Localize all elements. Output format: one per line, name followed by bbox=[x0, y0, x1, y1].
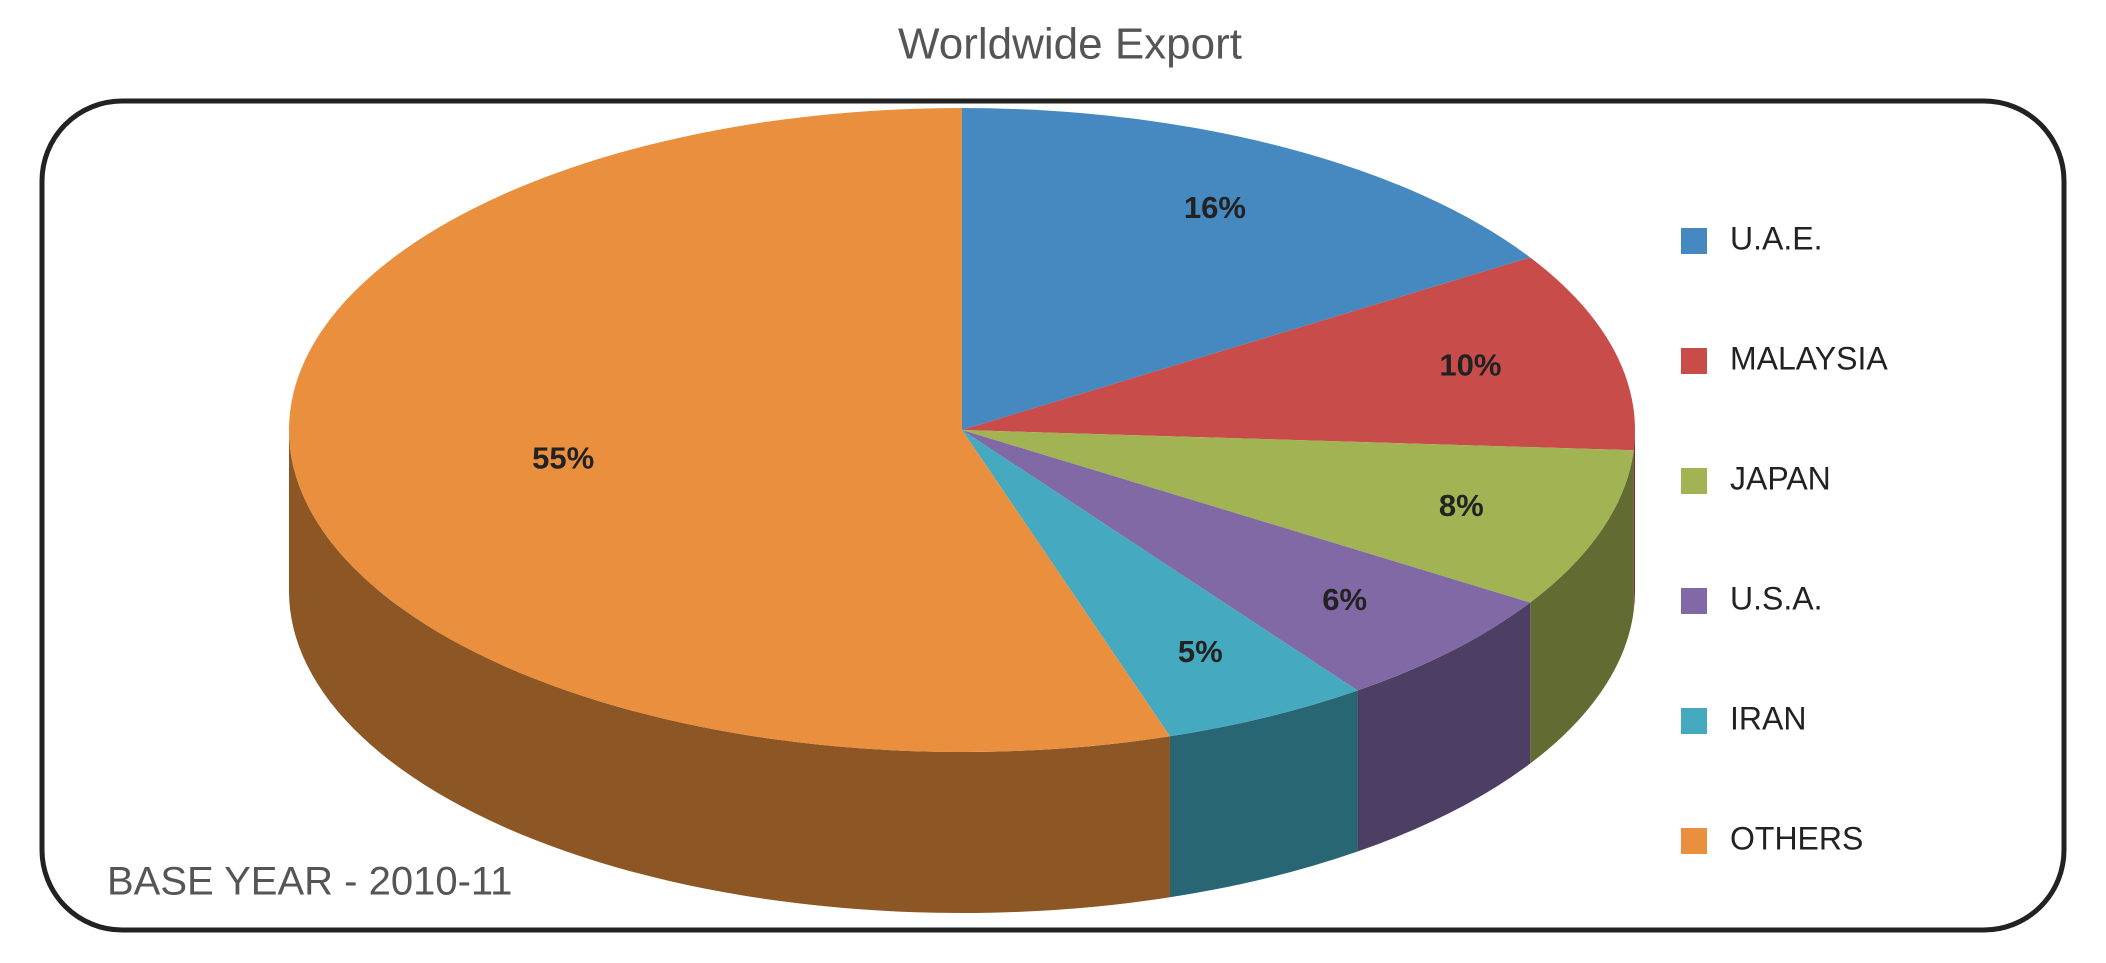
annotation: BASE YEAR - 2010-11 bbox=[107, 860, 512, 904]
pie-side bbox=[1633, 430, 1635, 612]
pie-slice bbox=[962, 108, 1531, 430]
legend-swatch bbox=[1681, 348, 1707, 374]
pie-side bbox=[1530, 450, 1634, 764]
data-label: 8% bbox=[1439, 488, 1484, 523]
pie-side bbox=[1169, 690, 1358, 898]
legend-swatch bbox=[1681, 588, 1707, 614]
pie-slice bbox=[962, 430, 1634, 603]
legend-swatch bbox=[1681, 228, 1707, 254]
pie-side bbox=[289, 430, 1170, 913]
data-label: 10% bbox=[1439, 348, 1501, 383]
pie-slice bbox=[962, 257, 1635, 451]
legend-swatch bbox=[1681, 708, 1707, 734]
legend-swatch bbox=[1681, 468, 1707, 494]
legend-label: MALAYSIA bbox=[1730, 340, 1888, 376]
pie-slice bbox=[288, 108, 1170, 753]
legend-swatch bbox=[1681, 828, 1707, 854]
data-label: 6% bbox=[1322, 582, 1367, 617]
legend-label: U.S.A. bbox=[1730, 580, 1822, 616]
legend-label: OTHERS bbox=[1730, 820, 1863, 856]
chart-title: Worldwide Export bbox=[898, 20, 1242, 69]
pie-slice bbox=[962, 430, 1358, 737]
data-label: 5% bbox=[1178, 634, 1223, 669]
pie-slice bbox=[962, 430, 1531, 691]
data-label: 16% bbox=[1184, 190, 1246, 225]
pie-side bbox=[1357, 602, 1531, 852]
data-label: 55% bbox=[532, 440, 594, 475]
legend-label: IRAN bbox=[1730, 700, 1806, 736]
frame bbox=[39, 98, 2067, 933]
legend-label: U.A.E. bbox=[1730, 220, 1822, 256]
legend-label: JAPAN bbox=[1730, 460, 1831, 496]
